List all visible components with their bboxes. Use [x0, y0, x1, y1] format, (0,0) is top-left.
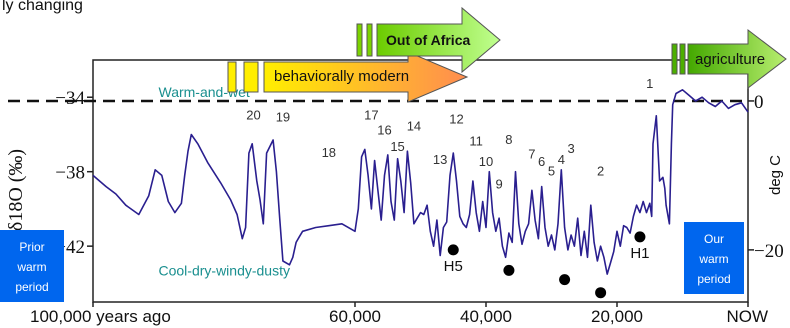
arrow-bm-label: behaviorally modern — [274, 68, 409, 85]
y-tick-label: −38 — [55, 163, 85, 184]
event-label: 1 — [646, 76, 653, 91]
y-tick-label: −34 — [55, 88, 85, 109]
event-label: 5 — [548, 163, 555, 178]
prior-warm-period-box: Prior warm period — [0, 230, 64, 302]
event-label: 11 — [469, 134, 483, 149]
event-label: 7 — [528, 147, 535, 162]
heinrich-dot — [447, 244, 459, 256]
our-warm-line-1: Our — [704, 232, 724, 246]
event-label: 20 — [246, 108, 260, 123]
event-label: 12 — [449, 111, 463, 126]
event-label: 2 — [597, 163, 604, 178]
y2-axis-label: deg C — [767, 155, 784, 195]
x-tick-label: 100,000 years ago — [30, 307, 171, 326]
heinrich-label: H5 — [444, 258, 463, 275]
x-tick-label: NOW — [726, 307, 768, 326]
arrow-ooa-bar-1 — [356, 23, 363, 57]
event-label: 6 — [538, 154, 545, 169]
arrow-ag-label: agriculture — [695, 51, 765, 68]
heinrich-dot — [634, 231, 646, 243]
event-label: 8 — [505, 132, 512, 147]
y2-tick-label: −20 — [754, 241, 784, 262]
x-tick-label: 40,000 — [460, 307, 512, 326]
our-warm-line-3: period — [697, 272, 730, 286]
arrow-ooa-shape — [376, 6, 501, 74]
heinrich-dot — [559, 274, 571, 286]
heinrich-label: H1 — [630, 245, 649, 262]
event-label: 13 — [433, 152, 447, 167]
arrow-agriculture: agriculture — [671, 28, 787, 90]
event-label: 3 — [568, 141, 575, 156]
event-label: 10 — [479, 154, 493, 169]
prior-warm-line-2: warm — [16, 260, 46, 274]
x-tick-label: 60,000 — [329, 307, 381, 326]
arrow-ooa-label: Out of Africa — [386, 32, 470, 48]
event-label: 15 — [390, 139, 404, 154]
event-label: 17 — [364, 108, 378, 123]
our-warm-period-box: Our warm period — [684, 222, 744, 294]
event-label: 18 — [322, 145, 336, 160]
event-label: 14 — [407, 119, 421, 134]
arrow-bm-bar-2 — [243, 61, 259, 93]
arrow-bm-shape — [263, 51, 469, 103]
event-label: 19 — [276, 109, 290, 124]
arrow-behaviorally-modern: behaviorally modern — [227, 51, 469, 103]
arrow-out-of-africa: Out of Africa — [356, 6, 501, 74]
x-tick-label: 20,000 — [591, 307, 643, 326]
arrow-ag-bar-1 — [671, 43, 678, 75]
warm-wet-annotation: Warm-and-wet — [159, 84, 250, 100]
series-line — [92, 89, 749, 275]
our-warm-line-2: warm — [698, 252, 728, 266]
arrow-ag-bar-2 — [679, 43, 686, 75]
cool-dry-annotation: Cool-dry-windy-dusty — [159, 262, 290, 278]
event-label: 4 — [558, 152, 565, 167]
prior-warm-line-3: period — [15, 280, 48, 294]
heinrich-dot — [595, 287, 607, 299]
y2-tick-label: 0 — [754, 92, 764, 113]
our-warm-period-bg — [684, 222, 744, 294]
heinrich-dot — [503, 264, 515, 276]
heinrich-events: H5 H1 — [444, 231, 650, 299]
prior-warm-period-bg — [0, 230, 64, 302]
arrow-ooa-bar-2 — [366, 23, 373, 57]
y-axis-label: δ18O (‰) — [5, 149, 27, 231]
partial-header-text: ly changing — [2, 0, 83, 14]
event-label: 16 — [377, 122, 391, 137]
prior-warm-line-1: Prior — [19, 240, 44, 254]
event-label: 9 — [495, 176, 502, 191]
arrow-ag-shape — [687, 28, 787, 90]
arrow-bm-bar-1 — [227, 61, 237, 93]
